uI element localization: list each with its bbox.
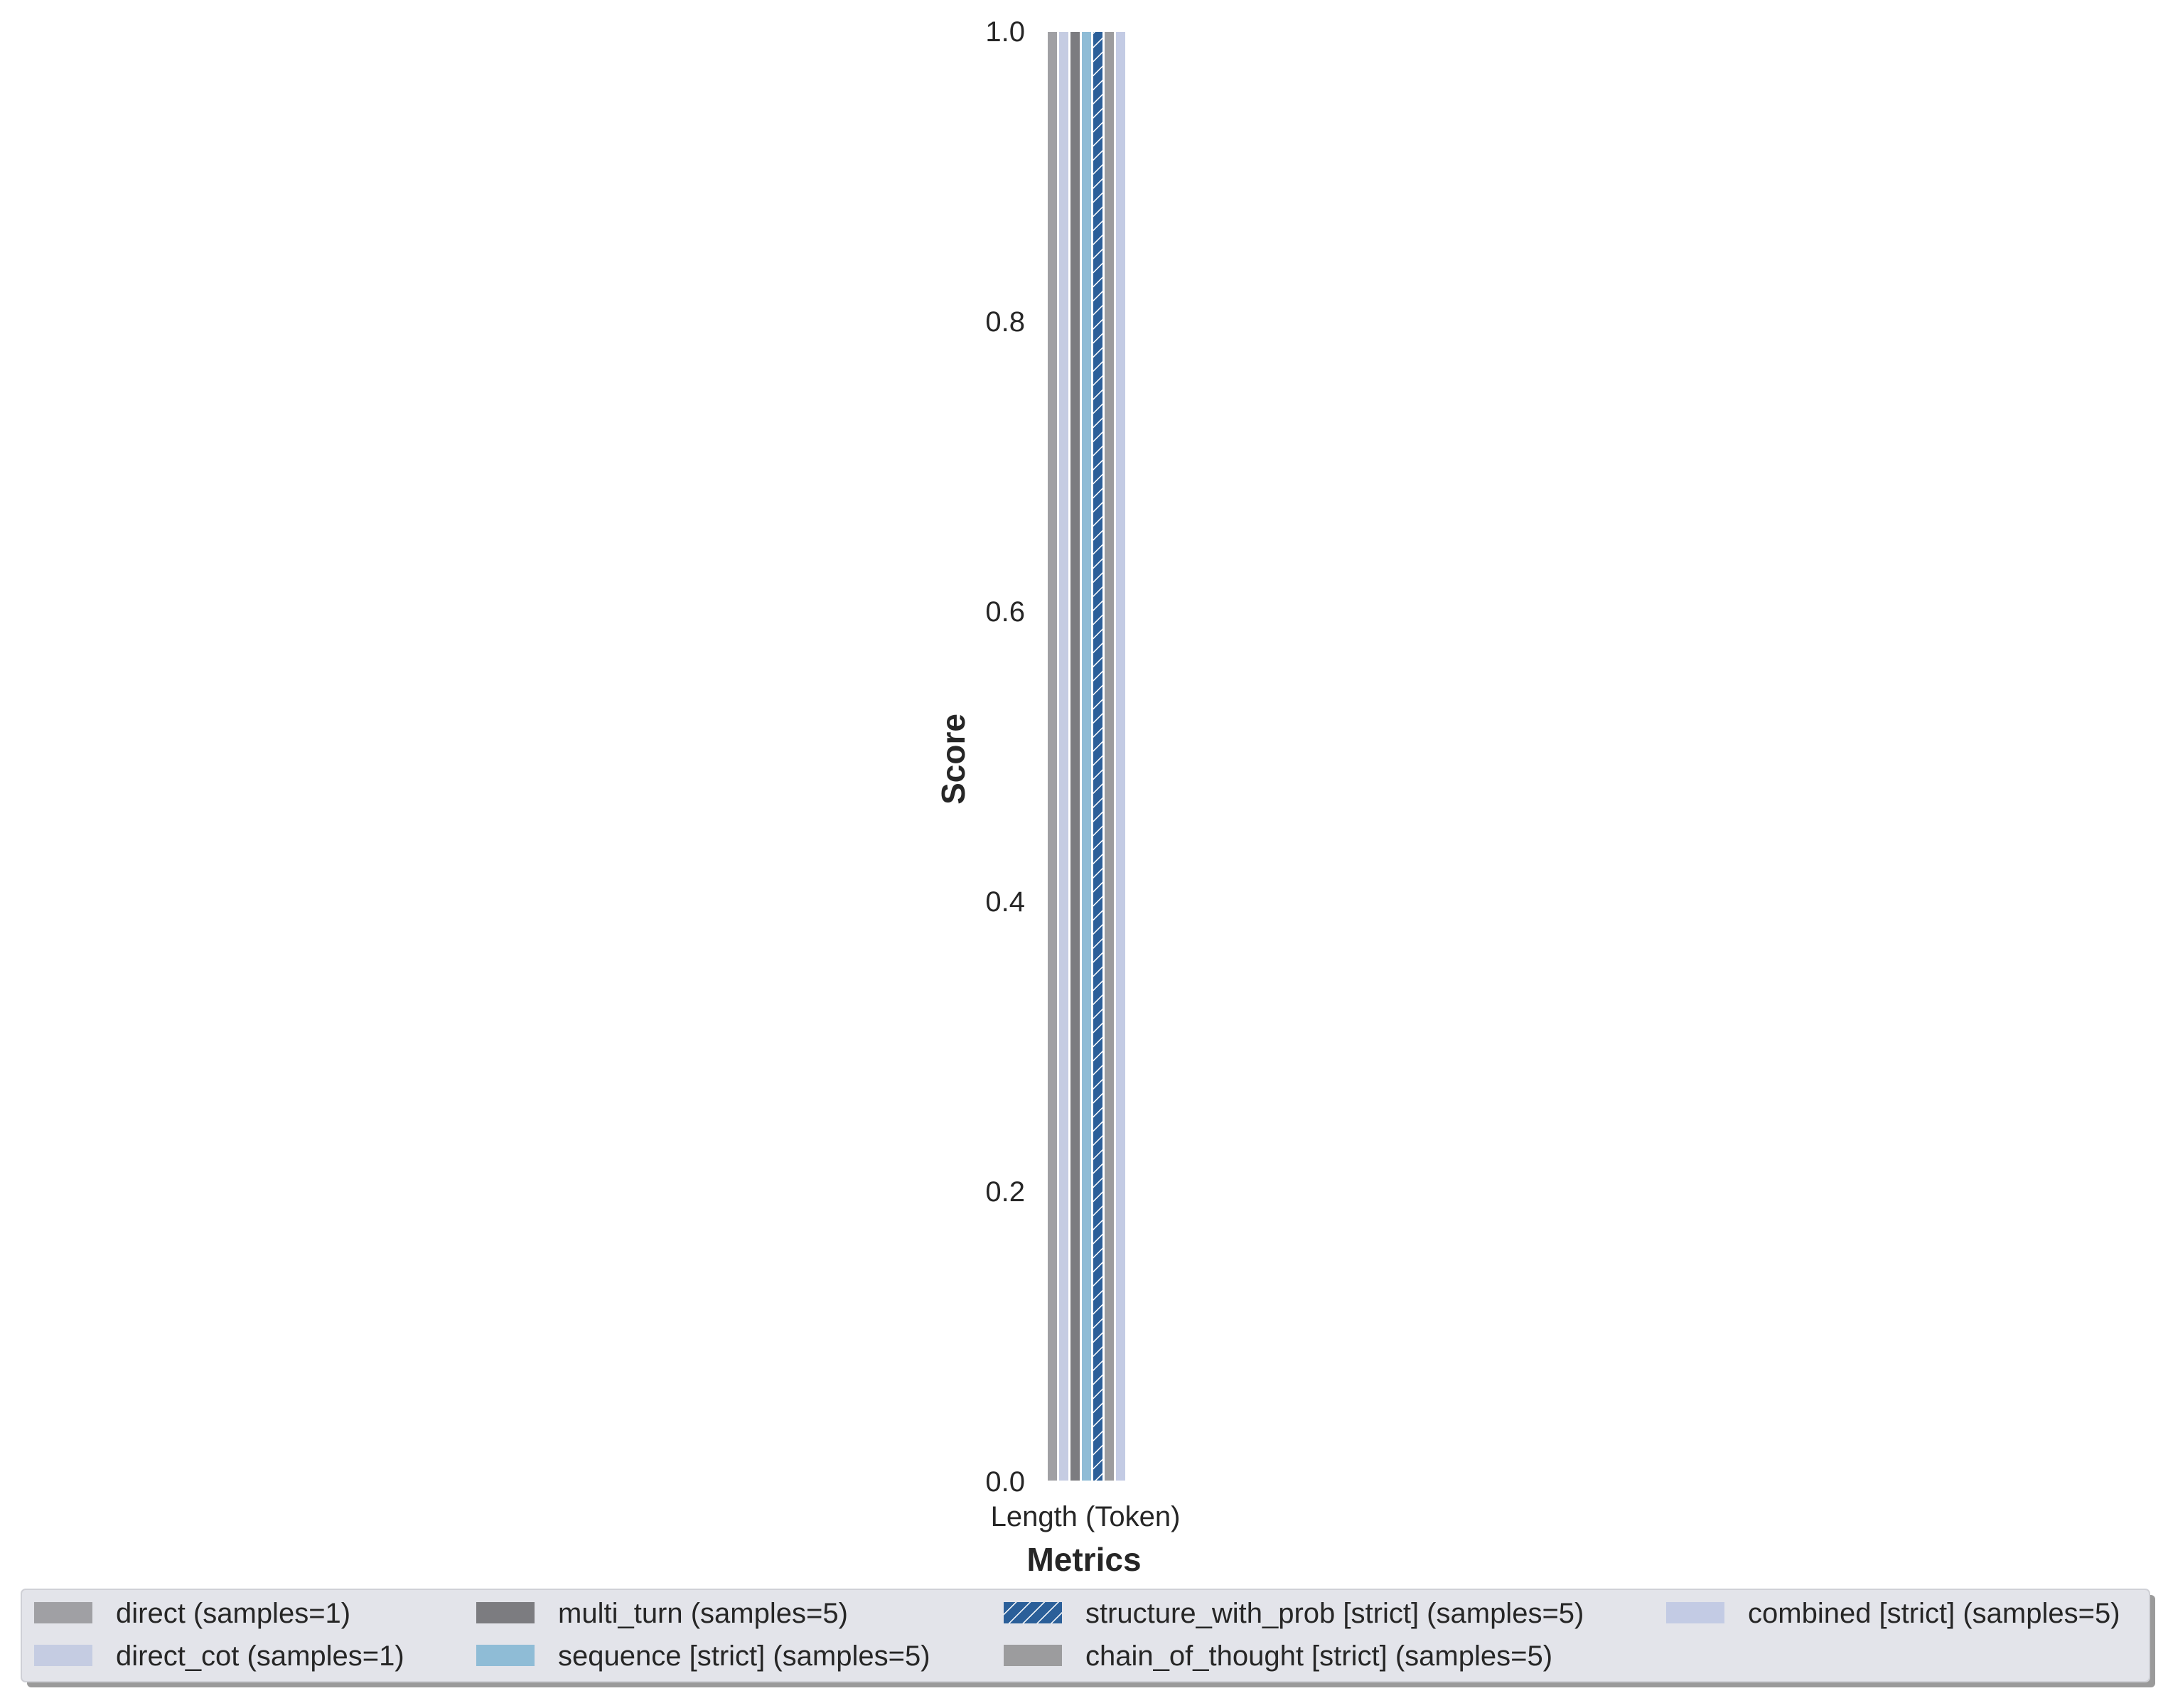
legend-swatch-2	[34, 1645, 92, 1666]
bar-5	[1092, 31, 1104, 1482]
bar-6	[1103, 31, 1115, 1482]
bar-7	[1115, 31, 1127, 1482]
bar-1	[1046, 31, 1058, 1482]
bar-4	[1080, 31, 1093, 1482]
legend-label-3: multi_turn (samples=5)	[558, 1598, 848, 1629]
legend-swatch-3	[476, 1602, 535, 1623]
legend-label-1: direct (samples=1)	[116, 1598, 350, 1629]
y-tick-label: 0.0	[985, 1466, 1025, 1498]
legend-swatch-6	[1004, 1645, 1062, 1666]
y-axis-title: Score	[935, 714, 972, 805]
y-tick-label: 1.0	[985, 16, 1025, 48]
legend: direct (samples=1) direct_cot (samples=1)…	[21, 1589, 2155, 1687]
legend-label-2: direct_cot (samples=1)	[116, 1640, 404, 1672]
bars-layer	[1046, 31, 1127, 1482]
y-tick-label: 0.2	[985, 1176, 1025, 1208]
y-tick-label: 0.6	[985, 596, 1025, 628]
bar-2	[1058, 31, 1070, 1482]
x-axis-ticks: Length (Token)	[991, 1501, 1181, 1532]
legend-swatch-4	[476, 1645, 535, 1666]
legend-label-7: combined [strict] (samples=5)	[1748, 1598, 2120, 1629]
legend-frame	[21, 1589, 2150, 1682]
y-tick-label: 0.8	[985, 306, 1025, 338]
legend-label-5: structure_with_prob [strict] (samples=5)	[1085, 1598, 1584, 1629]
legend-label-4: sequence [strict] (samples=5)	[558, 1640, 930, 1672]
legend-swatch-7	[1666, 1602, 1724, 1623]
legend-swatch-5	[1004, 1602, 1062, 1623]
legend-swatch-1	[34, 1602, 92, 1623]
legend-label-6: chain_of_thought [strict] (samples=5)	[1085, 1640, 1552, 1672]
legend-items: direct (samples=1) direct_cot (samples=1)…	[34, 1598, 2120, 1672]
x-axis-title: Metrics	[1026, 1541, 1141, 1578]
bar-3	[1069, 31, 1081, 1482]
y-axis-ticks: 0.0 0.2 0.4 0.6 0.8 1.0	[985, 16, 1025, 1498]
x-tick-label: Length (Token)	[991, 1501, 1181, 1532]
y-tick-label: 0.4	[985, 886, 1025, 918]
